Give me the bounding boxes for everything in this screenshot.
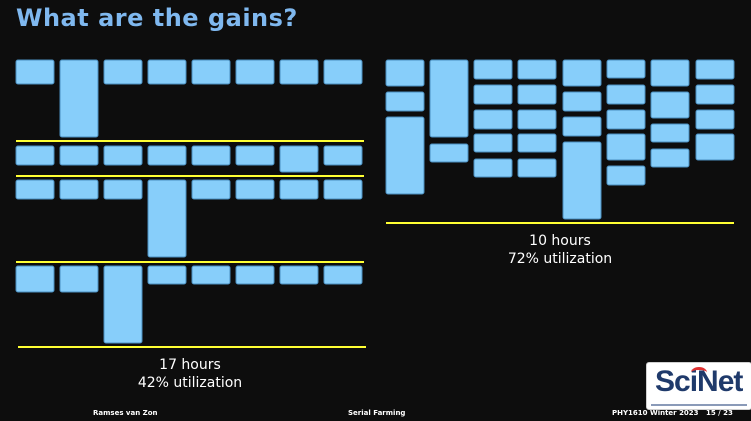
job-box [517, 84, 557, 105]
job-box [15, 145, 55, 166]
job-box [562, 91, 602, 112]
left-utilization: 42% utilization [137, 375, 243, 391]
job-box [473, 84, 513, 105]
job-box [235, 59, 275, 85]
left-schedule-caption: 17 hours 42% utilization [90, 356, 290, 392]
job-box [650, 91, 690, 119]
job-box [15, 179, 55, 200]
job-box [606, 59, 646, 79]
job-box [429, 143, 469, 163]
job-box [147, 179, 187, 258]
job-box [650, 148, 690, 168]
job-box [15, 265, 55, 293]
job-box [147, 59, 187, 85]
job-box [473, 133, 513, 153]
job-box [473, 109, 513, 130]
job-box [323, 179, 363, 200]
job-box [562, 116, 602, 137]
job-box [59, 265, 99, 293]
slide-title: What are the gains? [16, 4, 298, 32]
job-box [279, 145, 319, 173]
job-box [235, 145, 275, 166]
job-box [279, 59, 319, 85]
job-box [59, 59, 99, 138]
footer-course: PHY1610 Winter 2023 [612, 409, 699, 417]
job-box [695, 109, 735, 130]
job-box [606, 84, 646, 105]
job-box [103, 265, 143, 344]
job-box [191, 265, 231, 285]
job-box [606, 165, 646, 186]
footer-topic: Serial Farming [348, 409, 406, 417]
footer-author: Ramses van Zon [93, 409, 158, 417]
job-box [473, 59, 513, 80]
job-box [279, 265, 319, 285]
job-box [15, 59, 55, 85]
job-box [517, 133, 557, 153]
left-duration: 17 hours [159, 357, 221, 373]
job-box [103, 59, 143, 85]
job-box [59, 179, 99, 200]
job-box [473, 158, 513, 178]
job-box [695, 133, 735, 161]
right-schedule-caption: 10 hours 72% utilization [460, 232, 660, 268]
job-box [385, 91, 425, 112]
job-box [323, 145, 363, 166]
job-box [385, 116, 425, 195]
right-utilization: 72% utilization [507, 251, 613, 267]
job-box [517, 158, 557, 178]
job-box [695, 59, 735, 80]
job-box [279, 179, 319, 200]
job-box [606, 109, 646, 130]
job-box [695, 84, 735, 105]
job-box [385, 59, 425, 87]
job-box [323, 265, 363, 285]
job-box [147, 145, 187, 166]
footer-page: 15 / 23 [706, 409, 733, 417]
job-box [517, 109, 557, 130]
right-duration: 10 hours [529, 233, 591, 249]
job-box [562, 59, 602, 87]
job-box [650, 59, 690, 87]
job-box [650, 123, 690, 143]
job-box [191, 179, 231, 200]
job-box [562, 141, 602, 220]
job-box [429, 59, 469, 138]
scinet-logo: SciNet [646, 362, 751, 410]
job-box [235, 265, 275, 285]
job-box [323, 59, 363, 85]
job-box [191, 145, 231, 166]
job-box [103, 145, 143, 166]
job-box [606, 133, 646, 161]
job-box [517, 59, 557, 80]
job-box [235, 179, 275, 200]
job-box [147, 265, 187, 285]
job-box [103, 179, 143, 200]
job-box [59, 145, 99, 166]
job-box [191, 59, 231, 85]
